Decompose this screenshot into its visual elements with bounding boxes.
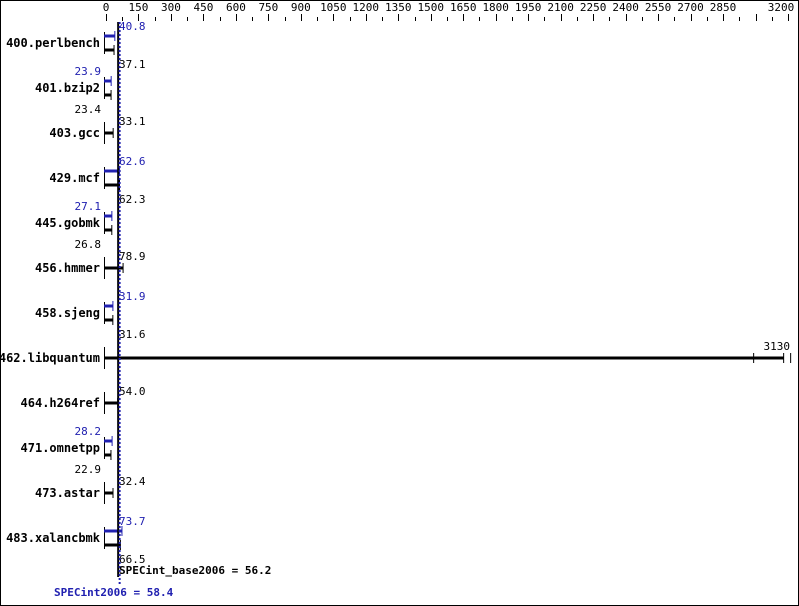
benchmark-label: 473.astar: [35, 486, 100, 500]
x-tick-label: 150: [129, 1, 149, 14]
base-value-label: 78.9: [119, 250, 146, 263]
x-tick-label: 1200: [353, 1, 380, 14]
peak-bar: [104, 304, 113, 308]
base-value-label: 37.1: [119, 58, 146, 71]
base-value-label: 23.4: [75, 103, 102, 116]
benchmark-label: 464.h264ref: [21, 396, 100, 410]
x-tick-label: 2100: [547, 1, 574, 14]
x-tick-label: 600: [226, 1, 246, 14]
peak-value-label: 40.8: [119, 20, 146, 33]
benchmark-row: 458.sjeng 31.9 31.6: [35, 290, 146, 341]
x-tick-label: 2550: [645, 1, 672, 14]
base-bar: [104, 543, 121, 547]
x-tick-label: 750: [258, 1, 278, 14]
x-tick-label: 1950: [515, 1, 542, 14]
base-bar: [104, 318, 113, 322]
peak-value-label: 62.6: [119, 155, 146, 168]
base-value-label: 54.0: [119, 385, 146, 398]
benchmark-label: 483.xalancbmk: [6, 531, 101, 545]
benchmark-row: 464.h264ref 54.0: [21, 385, 146, 414]
benchmark-label: 403.gcc: [49, 126, 100, 140]
benchmark-label: 400.perlbench: [6, 36, 100, 50]
x-tick-label: 2700: [677, 1, 704, 14]
benchmark-label: 445.gobmk: [35, 216, 101, 230]
base-mean-label: SPECint_base2006 = 56.2: [119, 564, 271, 577]
x-tick-label: 3200: [768, 1, 795, 14]
x-tick-label: 900: [291, 1, 311, 14]
benchmark-row: 471.omnetpp 28.2 22.9: [21, 425, 113, 476]
benchmark-row: 403.gcc 33.1: [49, 115, 146, 144]
benchmark-row: 483.xalancbmk 73.7 66.5: [6, 515, 145, 566]
base-bar: [104, 228, 112, 232]
peak-bar: [104, 34, 115, 38]
base-value-label: 31.6: [119, 328, 146, 341]
x-tick-label: 1650: [450, 1, 477, 14]
peak-bar: [104, 439, 113, 443]
base-bar: [104, 453, 111, 457]
benchmark-row: 429.mcf 62.6 62.3: [49, 155, 145, 206]
peak-bar: [104, 529, 122, 533]
x-tick-label: 1500: [418, 1, 445, 14]
peak-value-label: 23.9: [75, 65, 102, 78]
base-value-label: 32.4: [119, 475, 146, 488]
base-value-label: 62.3: [119, 193, 146, 206]
benchmark-row: 456.hmmer 78.9: [35, 250, 146, 279]
base-bar: [104, 491, 114, 495]
peak-value-label: 31.9: [119, 290, 146, 303]
base-value-label: 3130: [764, 340, 791, 353]
x-tick-label: 2250: [580, 1, 607, 14]
peak-bar: [104, 79, 112, 83]
benchmark-row: 473.astar 32.4: [35, 475, 146, 504]
x-tick-label: 1350: [385, 1, 412, 14]
base-bar: [104, 48, 115, 52]
peak-mean-label: SPECint2006 = 58.4: [54, 586, 174, 599]
benchmark-row: 401.bzip2 23.9 23.4: [35, 65, 112, 116]
x-tick-label: 1800: [482, 1, 509, 14]
peak-bar: [104, 169, 120, 173]
x-tick-label: 2850: [710, 1, 737, 14]
base-bar: [104, 93, 112, 97]
base-bar: [104, 266, 124, 270]
benchmark-row: 445.gobmk 27.1 26.8: [35, 200, 113, 251]
benchmark-label: 462.libquantum: [0, 351, 100, 365]
x-tick-label: 1050: [320, 1, 347, 14]
peak-value-label: 27.1: [75, 200, 102, 213]
x-tick-label: 450: [193, 1, 213, 14]
base-bar: [104, 183, 120, 187]
benchmark-label: 429.mcf: [49, 171, 100, 185]
benchmark-label: 456.hmmer: [35, 261, 100, 275]
base-value-label: 33.1: [119, 115, 146, 128]
benchmark-label: 401.bzip2: [35, 81, 100, 95]
peak-bar: [104, 214, 112, 218]
x-tick-label: 0: [103, 1, 110, 14]
peak-value-label: 28.2: [75, 425, 102, 438]
base-bar: [104, 401, 118, 405]
peak-value-label: 73.7: [119, 515, 146, 528]
benchmark-row: 400.perlbench 40.8 37.1: [6, 20, 145, 71]
base-bar: [104, 131, 114, 135]
benchmark-label: 458.sjeng: [35, 306, 100, 320]
x-tick-label: 2400: [612, 1, 639, 14]
base-value-label: 66.5: [119, 553, 146, 566]
base-value-label: 22.9: [75, 463, 102, 476]
x-tick-label: 300: [161, 1, 181, 14]
base-value-label: 26.8: [75, 238, 102, 251]
benchmark-row: 462.libquantum 3130: [0, 340, 792, 369]
base-bar: [104, 356, 784, 360]
benchmark-label: 471.omnetpp: [21, 441, 100, 455]
